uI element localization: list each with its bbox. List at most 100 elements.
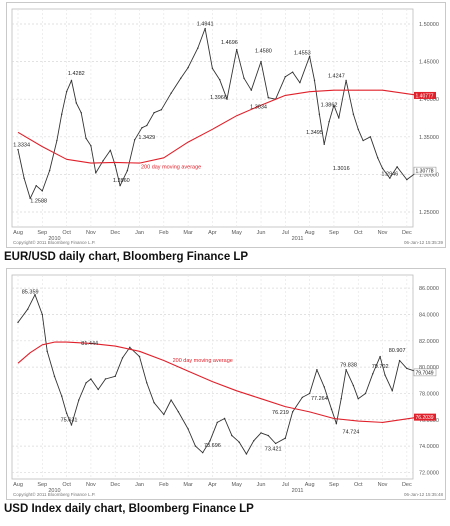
y-tick-label: 82.0000 (419, 339, 439, 345)
price-point (146, 124, 148, 127)
price-point (406, 367, 408, 370)
price-point (90, 378, 92, 380)
y-tick-label: 1.25000 (419, 210, 439, 216)
price-point (61, 113, 63, 115)
price-annotation: 1.4696 (221, 40, 238, 46)
x-tick-label: Mar (183, 482, 193, 488)
ma-last-value-label: 76.2039 (416, 415, 434, 421)
price-point (313, 79, 316, 82)
price-point (396, 166, 398, 168)
x-year-label: 2011 (292, 236, 304, 242)
x-tick-label: Dec (110, 482, 120, 488)
x-tick-label: May (232, 482, 243, 488)
price-annotation: 1.2588 (30, 198, 47, 204)
price-annotation: 1.4580 (255, 49, 272, 55)
price-point (316, 369, 318, 371)
price-point (352, 113, 355, 115)
y-tick-label: 84.0000 (419, 312, 439, 318)
price-annotation: 1.3495 (306, 130, 323, 136)
price-point (328, 121, 330, 123)
price-point (398, 359, 401, 362)
price-point (352, 384, 355, 387)
price-annotation: 76.219 (272, 410, 289, 416)
price-point (323, 386, 325, 388)
moving-average-annotation: 200 day moving average (141, 164, 201, 170)
price-point (46, 350, 48, 353)
price-point (333, 104, 335, 106)
moving-average-line (17, 89, 420, 164)
x-tick-label: Jul (282, 482, 289, 488)
eurusd-chart-caption: EUR/USD daily chart, Bloomberg Finance L… (4, 251, 249, 263)
price-point (29, 197, 31, 200)
price-point (61, 395, 63, 397)
price-point (153, 401, 155, 404)
price-point (197, 47, 199, 49)
price-annotation: 1.3834 (250, 105, 267, 111)
y-tick-label: 86.0000 (419, 286, 439, 292)
price-point (121, 357, 124, 359)
price-point (65, 90, 68, 93)
price-point (146, 382, 148, 384)
price-point (202, 451, 204, 454)
price-point (17, 321, 19, 324)
price-point (345, 79, 347, 82)
price-point (308, 55, 311, 58)
price-point (406, 178, 408, 181)
x-tick-label: Nov (378, 230, 388, 236)
y-tick-label: 74.0000 (419, 444, 439, 450)
price-point (284, 75, 287, 78)
price-point (160, 109, 163, 111)
ma-last-value-tag (414, 413, 436, 421)
x-tick-label: Sep (37, 482, 47, 488)
price-point (291, 411, 294, 413)
price-last-value-label: 79.7049 (416, 370, 434, 376)
y-tick-label: 1.35000 (419, 135, 439, 141)
x-tick-label: Apr (208, 230, 217, 236)
y-tick-label: 1.30000 (419, 172, 439, 178)
price-last-value-tag (413, 368, 437, 377)
x-tick-label: Nov (86, 230, 96, 236)
price-point (133, 139, 136, 141)
price-point (90, 145, 92, 147)
x-tick-label: Feb (159, 230, 168, 236)
price-point (301, 396, 304, 399)
price-point (211, 67, 214, 70)
price-point (170, 92, 172, 94)
y-tick-label: 80.0000 (419, 365, 439, 371)
price-point (389, 177, 391, 179)
x-tick-label: Oct (62, 482, 71, 488)
price-point (187, 66, 189, 69)
price-point (226, 98, 228, 100)
price-point (330, 408, 333, 410)
timestamp-text: 06-Jan-12 15:35:39 (404, 240, 444, 245)
price-point (223, 417, 226, 420)
price-annotation: 1.4941 (197, 21, 214, 27)
price-point (209, 440, 211, 442)
price-annotation: 73.421 (265, 447, 282, 453)
price-point (180, 77, 182, 79)
price-point (340, 398, 342, 400)
price-point (372, 373, 374, 375)
price-point (369, 136, 372, 138)
x-tick-label: Aug (13, 482, 23, 488)
x-year-label: 2011 (292, 488, 304, 494)
price-point (48, 169, 51, 172)
price-point (119, 184, 121, 187)
copyright-text: Copyright© 2011 Bloomberg Finance L.P. (13, 491, 95, 497)
x-tick-label: Sep (329, 230, 339, 236)
price-point (85, 382, 87, 384)
price-point (129, 346, 131, 349)
x-tick-label: Oct (62, 230, 71, 236)
price-point (163, 413, 165, 416)
usd-index-chart: 86.0000 84.0000 82.0000 80.0000 78.0000 76.00… (11, 274, 443, 497)
price-point (141, 127, 143, 129)
x-year-label: 2010 (48, 236, 60, 242)
price-point (35, 184, 37, 187)
price-point (345, 369, 347, 371)
price-point (23, 177, 25, 179)
x-tick-label: Sep (329, 482, 339, 488)
price-point (236, 48, 238, 51)
price-annotation: 1.3429 (138, 135, 155, 141)
x-year-label: 2010 (48, 488, 60, 494)
